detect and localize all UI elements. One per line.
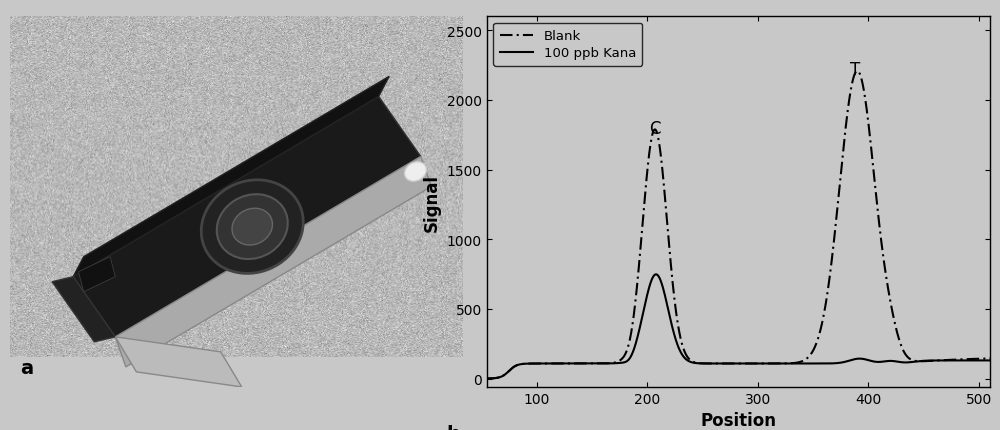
100 ppb Kana [990,358,1000,363]
Text: T: T [850,60,860,78]
100 ppb Kana [695,361,707,366]
X-axis label: Position: Position [700,412,776,429]
Blank [924,359,936,364]
Blank [672,326,684,331]
Text: a: a [21,358,34,377]
Blank [695,361,707,366]
Text: C: C [649,120,661,138]
Ellipse shape [201,181,303,274]
Y-axis label: Signal: Signal [423,173,441,231]
Blank [980,356,992,361]
Blank [475,376,487,381]
Line: 100 ppb Kana: 100 ppb Kana [481,275,996,379]
Polygon shape [52,277,115,342]
100 ppb Kana [924,358,936,363]
100 ppb Kana [673,345,685,350]
Blank [534,361,546,366]
Blank [851,69,863,74]
Ellipse shape [405,163,426,182]
Polygon shape [115,337,242,387]
Polygon shape [78,257,115,292]
Polygon shape [73,97,421,337]
Text: b: b [447,424,460,430]
Blank [990,356,1000,361]
100 ppb Kana [564,361,576,366]
Ellipse shape [217,195,288,259]
Line: Blank: Blank [481,72,996,379]
100 ppb Kana [475,376,487,381]
100 ppb Kana [650,272,662,277]
Legend: Blank, 100 ppb Kana: Blank, 100 ppb Kana [493,24,642,67]
Blank [564,361,576,366]
Polygon shape [115,157,431,367]
Ellipse shape [232,209,272,246]
100 ppb Kana [980,358,992,363]
Polygon shape [73,77,389,277]
100 ppb Kana [534,361,546,366]
